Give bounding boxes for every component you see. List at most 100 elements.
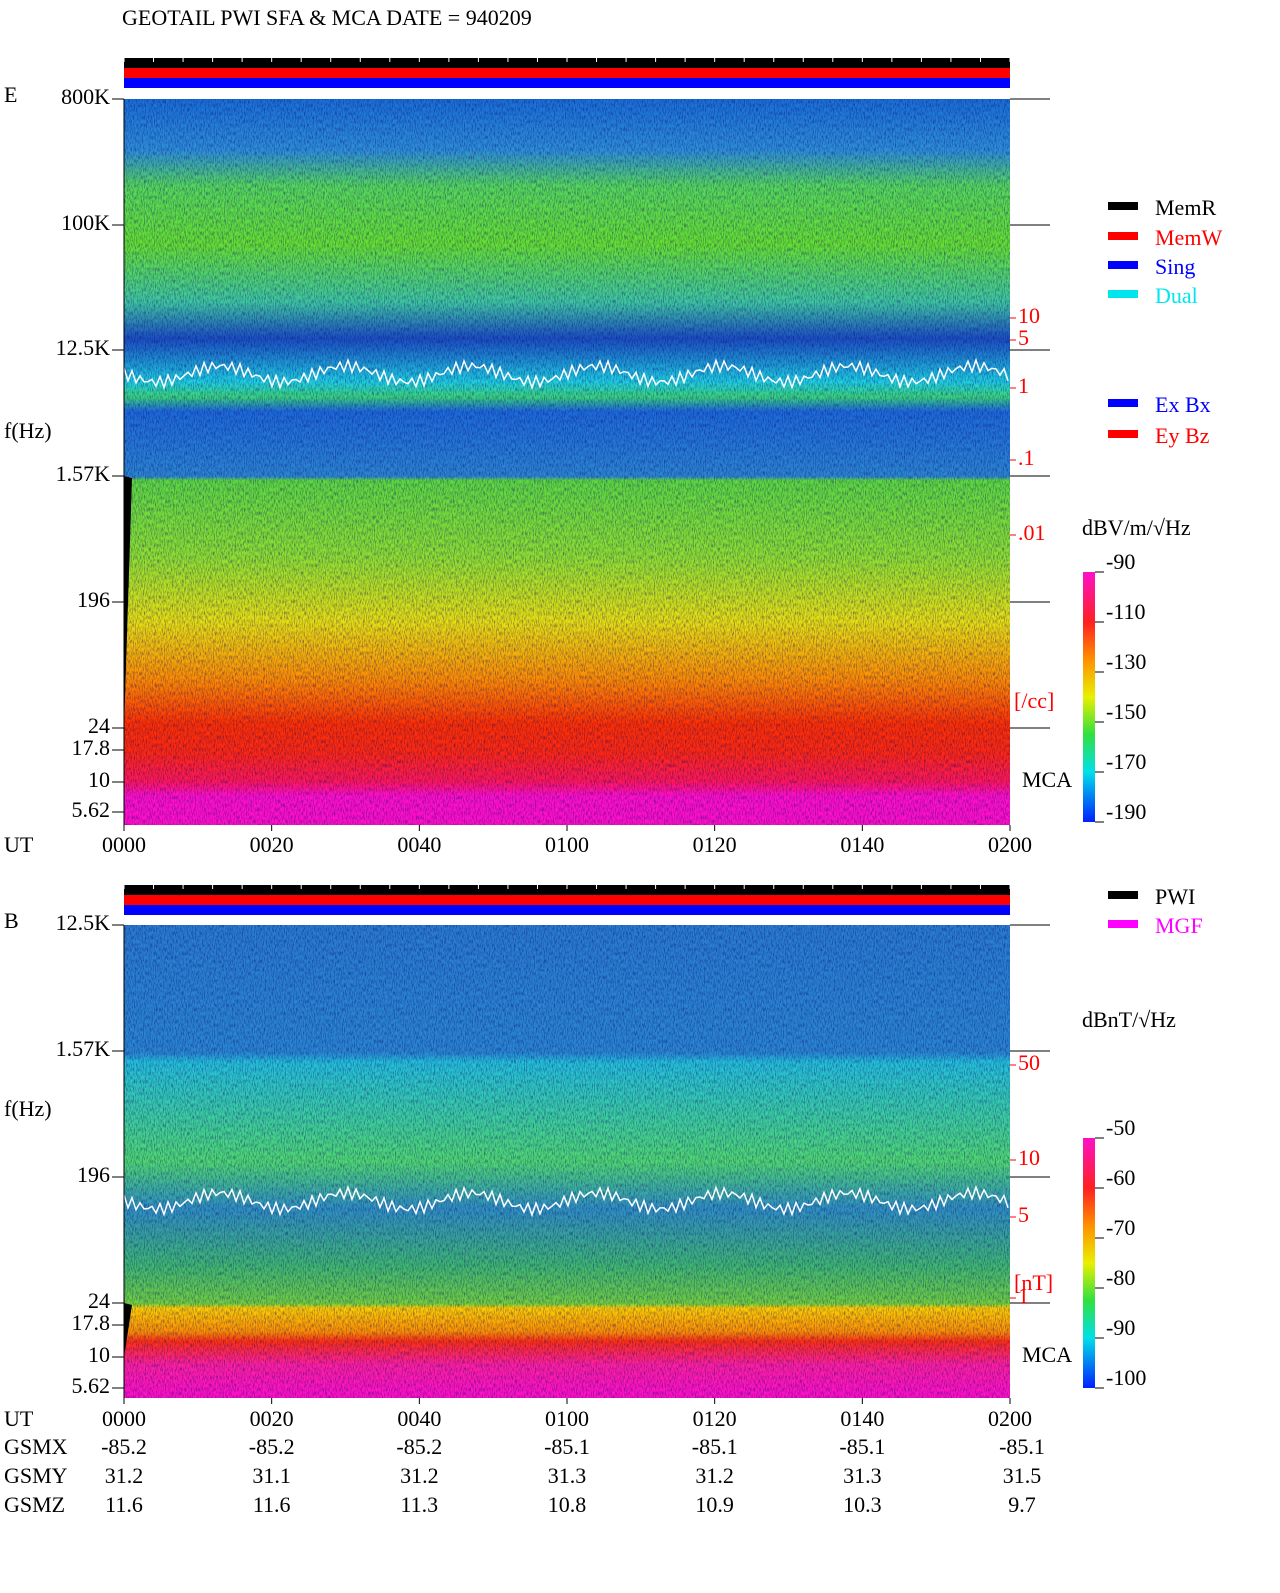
orbit-value: 10.9	[695, 1492, 734, 1517]
mca-label: MCA	[1022, 767, 1072, 792]
spectrogram-texture	[124, 99, 1010, 825]
orbit-value: -85.2	[396, 1434, 442, 1459]
right-tick-label: 5	[1018, 1202, 1029, 1227]
legend-swatch	[1108, 290, 1138, 298]
orbit-value: 11.3	[400, 1492, 438, 1517]
orbit-value: 31.1	[252, 1463, 291, 1488]
x-tick-label: 0100	[545, 1406, 589, 1431]
orbit-value: 10.3	[843, 1492, 882, 1517]
colorbar-unit: dBV/m/√Hz	[1082, 515, 1191, 540]
freq-tick-label: 1.57K	[56, 461, 111, 486]
legend-label: MemR	[1155, 195, 1216, 220]
colorbar-tick-label: -90	[1106, 1315, 1135, 1340]
x-tick-label: 0120	[693, 1406, 737, 1431]
right-unit: [/cc]	[1014, 688, 1054, 713]
orbit-value: -85.1	[999, 1434, 1045, 1459]
legend-label: Ey Bz	[1155, 423, 1210, 448]
freq-tick-label: 17.8	[72, 735, 111, 760]
trace	[123, 357, 1009, 391]
orbit-value: 31.3	[548, 1463, 587, 1488]
legend-label: Ex Bx	[1155, 392, 1211, 417]
status-bar	[124, 905, 1010, 915]
x-tick-label: 0040	[397, 1406, 441, 1431]
orbit-value: 11.6	[253, 1492, 291, 1517]
orbit-value: 31.2	[695, 1463, 734, 1488]
freq-tick-label: 100K	[61, 210, 110, 235]
legend-label: MGF	[1155, 913, 1203, 938]
orbit-value: -85.2	[101, 1434, 147, 1459]
freq-tick-label: 5.62	[72, 1373, 111, 1398]
freq-tick-label: 10	[88, 767, 110, 792]
x-tick-label: 0000	[102, 832, 146, 857]
legend-label: MemW	[1155, 225, 1222, 250]
wedge	[124, 1303, 132, 1357]
legend-swatch	[1108, 202, 1138, 210]
wedge	[124, 476, 132, 728]
right-tick-label: 10	[1018, 1145, 1040, 1170]
x-tick-label: 0120	[693, 832, 737, 857]
legend-swatch	[1108, 920, 1138, 928]
x-tick-label: 0140	[840, 1406, 884, 1431]
freq-tick-label: 12.5K	[56, 335, 111, 360]
freq-tick-label: 12.5K	[56, 910, 111, 935]
legend-label: Dual	[1155, 283, 1198, 308]
right-tick-label: 1	[1018, 1283, 1029, 1308]
freq-tick-label: 17.8	[72, 1310, 111, 1335]
colorbar-tick-label: -70	[1106, 1215, 1135, 1240]
colorbar-unit: dBnT/√Hz	[1082, 1007, 1176, 1032]
right-tick-label: 10	[1018, 303, 1040, 328]
status-bar	[124, 885, 1010, 895]
freq-tick-label: 1.57K	[56, 1036, 111, 1061]
x-axis-label: UT	[4, 1406, 34, 1431]
orbit-value: -85.1	[544, 1434, 590, 1459]
colorbar	[1083, 572, 1095, 822]
panel-label: E	[4, 82, 17, 107]
x-tick-label: 0020	[250, 832, 294, 857]
orbit-value: 31.3	[843, 1463, 882, 1488]
status-bar	[124, 68, 1010, 78]
x-tick-label: 0200	[988, 832, 1032, 857]
x-tick-label: 0100	[545, 832, 589, 857]
orbit-value: 31.2	[105, 1463, 144, 1488]
legend-swatch	[1108, 261, 1138, 269]
legend-label: Sing	[1155, 254, 1195, 279]
freq-tick-label: 10	[88, 1342, 110, 1367]
orbit-value: 9.7	[1008, 1492, 1036, 1517]
colorbar-tick-label: -130	[1106, 649, 1146, 674]
legend-swatch	[1108, 430, 1138, 438]
x-axis-label: UT	[4, 832, 34, 857]
freq-tick-label: 196	[77, 1162, 110, 1187]
freq-tick-label: 800K	[61, 84, 110, 109]
colorbar-tick-label: -100	[1106, 1365, 1146, 1390]
colorbar-tick-label: -110	[1106, 599, 1146, 624]
x-tick-label: 0140	[840, 832, 884, 857]
orbit-value: 11.6	[105, 1492, 143, 1517]
colorbar-tick-label: -90	[1106, 549, 1135, 574]
panel-label: B	[4, 908, 19, 933]
colorbar-tick-label: -190	[1106, 799, 1146, 824]
right-tick-label: 50	[1018, 1050, 1040, 1075]
orbit-value: 10.8	[548, 1492, 587, 1517]
x-tick-label: 0040	[397, 832, 441, 857]
y-axis-label: f(Hz)	[4, 1096, 52, 1121]
colorbar-tick-label: -80	[1106, 1265, 1135, 1290]
x-tick-label: 0000	[102, 1406, 146, 1431]
orbit-value: -85.2	[249, 1434, 295, 1459]
legend-swatch	[1108, 232, 1138, 240]
legend-label: PWI	[1155, 884, 1195, 909]
freq-tick-label: 5.62	[72, 797, 111, 822]
colorbar-tick-label: -60	[1106, 1165, 1135, 1190]
status-bar	[124, 58, 1010, 68]
trace	[123, 1184, 1009, 1218]
orbit-value: -85.1	[692, 1434, 738, 1459]
orbit-label: GSMX	[4, 1434, 68, 1459]
colorbar-tick-label: -170	[1106, 749, 1146, 774]
colorbar	[1083, 1138, 1095, 1388]
orbit-label: GSMY	[4, 1463, 68, 1488]
orbit-value: 31.2	[400, 1463, 439, 1488]
freq-tick-label: 196	[77, 587, 110, 612]
right-tick-label: .01	[1018, 520, 1046, 545]
colorbar-tick-label: -150	[1106, 699, 1146, 724]
y-axis-label: f(Hz)	[4, 418, 52, 443]
